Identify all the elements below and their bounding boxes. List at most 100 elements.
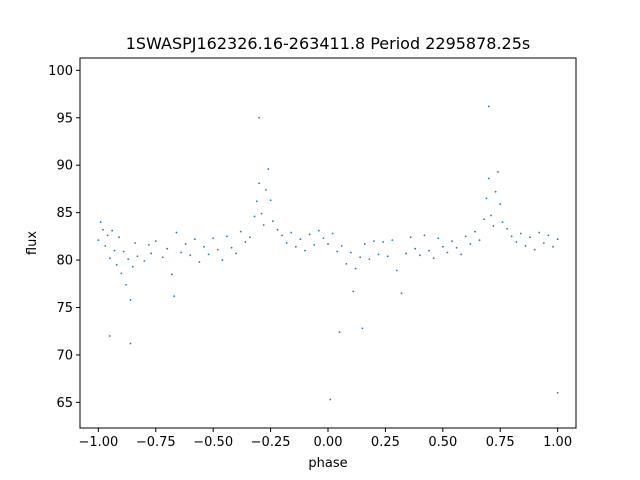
data-point [276,228,279,231]
data-point [352,290,355,293]
x-tick-label: 0.00 [314,435,343,450]
data-point [118,236,120,239]
data-point [331,232,334,235]
data-point [414,247,417,250]
data-point [327,243,329,245]
x-tick-label: −0.25 [251,435,291,450]
data-point [437,237,440,240]
data-point [189,254,192,257]
data-point [490,214,492,217]
data-point [354,267,357,270]
data-point [115,263,118,266]
data-point [235,252,238,255]
data-point [150,252,153,255]
y-tick-label: 80 [56,254,73,269]
data-point [294,245,297,248]
data-point [460,253,463,256]
x-tick-label: −0.50 [193,435,233,450]
data-point [487,177,490,180]
data-point [161,256,164,259]
data-point [285,242,288,244]
data-point [271,220,274,223]
data-point [446,251,449,254]
x-tick-label: 0.50 [428,435,457,450]
data-point [290,231,293,234]
x-tick-label: −0.75 [136,435,176,450]
data-point [506,227,509,230]
x-axis-ticks: −1.00 −0.75 −0.50 −0.25 0.00 0.25 0.50 0.75 1.00 [78,428,572,450]
data-point [281,234,283,237]
data-point [175,231,178,234]
data-point [542,242,545,244]
data-point [127,258,130,261]
data-point [102,228,104,231]
data-point [469,243,472,245]
data-point [136,255,139,258]
data-point [154,240,157,243]
data-point [244,241,247,243]
data-point [97,239,100,242]
data-point [485,197,488,200]
data-point [120,272,123,275]
y-tick-label: 90 [56,159,73,174]
data-point [538,231,541,234]
data-point [524,244,527,247]
y-axis-label: flux [25,231,40,255]
data-point [253,215,256,218]
data-point [529,236,531,239]
data-point [395,269,398,272]
data-point [134,242,137,244]
data-point [230,246,233,249]
data-point [432,257,435,260]
data-point [464,235,467,238]
x-tick-label: 0.75 [486,435,515,450]
data-point [207,253,210,256]
data-point [547,234,550,237]
data-point [478,239,481,242]
data-point [111,229,114,232]
data-point [405,252,407,255]
data-point [533,248,536,251]
data-point [299,238,302,241]
data-point [258,116,261,119]
data-point [499,203,502,206]
data-point [221,259,224,261]
data-point [552,245,554,248]
data-point [216,248,219,251]
data-point [212,237,215,240]
y-tick-label: 95 [56,111,73,126]
data-point [492,225,495,227]
data-point [329,398,332,401]
x-tick-label: 0.25 [371,435,400,450]
data-point [317,229,320,232]
data-point [483,218,486,221]
y-tick-label: 85 [56,206,73,221]
data-point [125,283,127,286]
data-point [193,238,196,241]
data-point [487,105,490,108]
data-point [361,327,364,330]
data-point [382,241,385,243]
data-point [510,235,513,238]
data-point [129,299,132,301]
data-point [131,265,134,268]
x-tick-label: −1.00 [78,435,118,450]
data-point [258,182,261,185]
data-point [377,253,380,256]
data-point [474,230,476,233]
data-point [515,241,518,243]
data-point [143,260,146,262]
data-point [556,392,559,394]
y-tick-label: 75 [56,301,73,316]
data-point [501,221,504,224]
data-point [106,234,109,237]
data-point [400,292,403,295]
data-point [226,235,228,238]
data-point [260,212,263,215]
data-point [170,273,173,276]
data-point [308,233,311,236]
data-point [304,249,306,252]
data-point [455,246,458,249]
